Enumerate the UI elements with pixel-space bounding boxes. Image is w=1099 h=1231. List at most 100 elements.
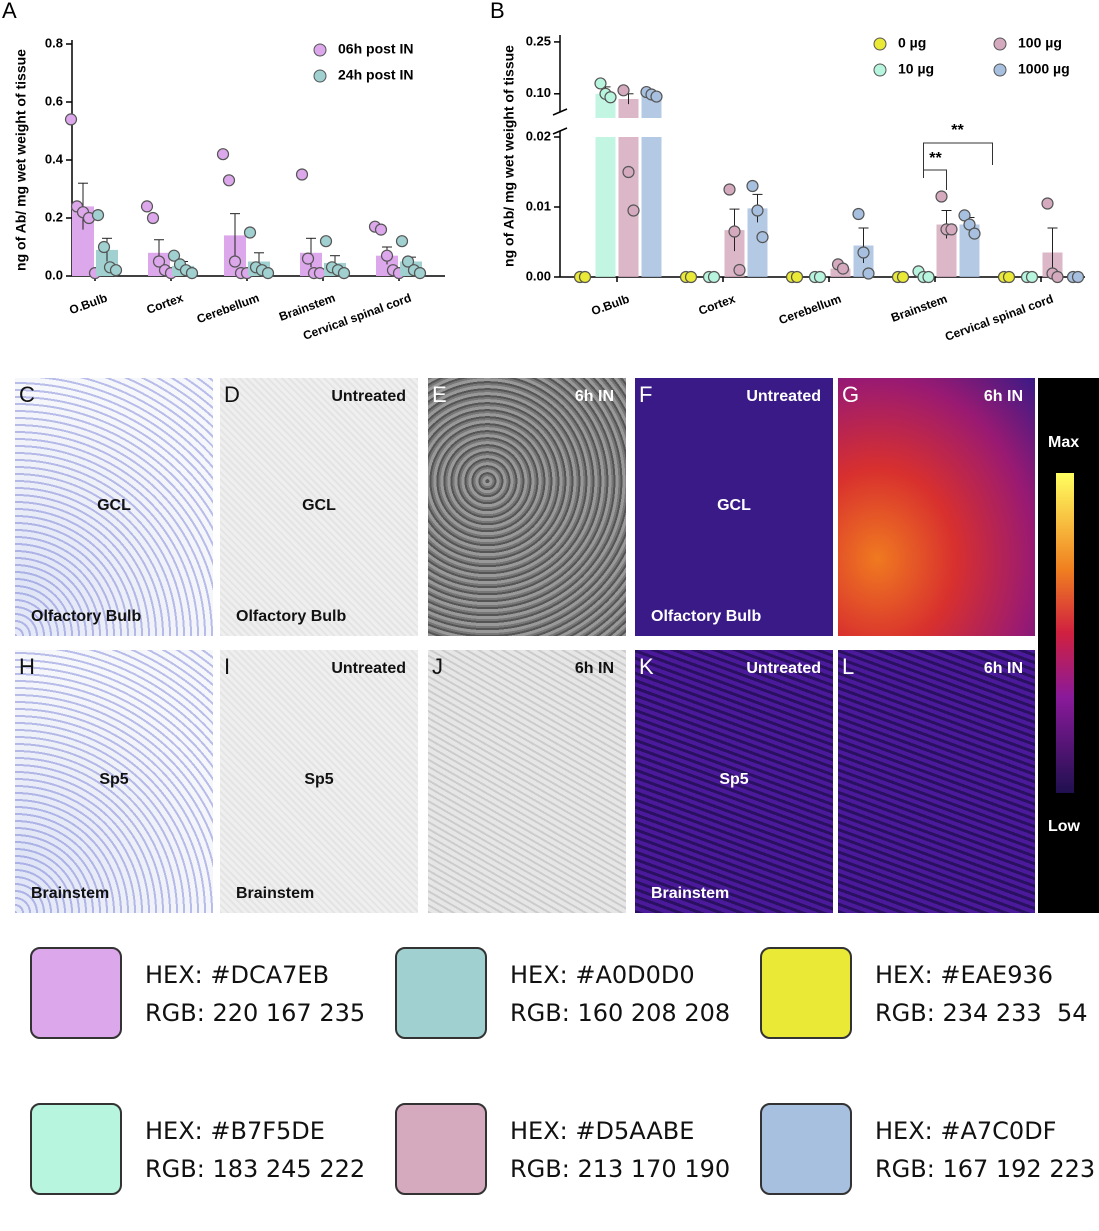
data-point	[857, 246, 870, 259]
data-point	[707, 270, 721, 284]
micrograph: L 6h IN	[838, 650, 1035, 913]
micrograph: F Untreated GCL Olfactory Bulb	[635, 378, 833, 636]
panel-letter: B	[490, 0, 505, 23]
data-point	[751, 204, 764, 217]
y-tick-label: 0.8	[45, 35, 63, 50]
data-point	[185, 267, 199, 280]
panel-center: Sp5	[719, 770, 749, 788]
panel-center: GCL	[97, 496, 131, 514]
data-point	[1002, 270, 1016, 284]
panel-letter: D	[224, 382, 240, 407]
data-point	[374, 223, 388, 236]
data-point	[756, 231, 769, 244]
data-point	[922, 270, 935, 284]
swatch-hex: HEX: #B7F5DE	[145, 1117, 325, 1145]
x-tick-label: Brainstem	[889, 292, 949, 325]
bar	[936, 224, 957, 277]
panel-region: Brainstem	[31, 885, 110, 902]
panel-letter: E	[432, 382, 447, 407]
data-point	[146, 211, 160, 225]
data-point	[968, 227, 981, 240]
panel-letter: J	[432, 654, 443, 679]
swatch	[395, 1103, 487, 1195]
panel-letter: I	[224, 654, 231, 679]
colorbar: Max Low	[1038, 378, 1099, 913]
data-point	[216, 148, 230, 161]
bar-upper	[618, 98, 639, 118]
swatch	[760, 947, 852, 1039]
panel-letter: L	[842, 654, 855, 679]
annotation: **	[929, 150, 942, 167]
legend-label: 1000 µg	[1018, 61, 1070, 77]
micrograph: K Untreated Sp5 Brainstem	[635, 650, 833, 913]
data-point	[958, 209, 971, 222]
panel-tag: 6h IN	[983, 388, 1023, 405]
panel-center: GCL	[717, 496, 751, 514]
panel-letter: K	[639, 654, 654, 679]
charts: Ang of Ab/ mg wet weight of tissue 0.0 0.2…	[2, 0, 1085, 344]
x-tick-label: Cervical spinal cord	[943, 292, 1055, 344]
data-point	[622, 165, 635, 179]
panel-letter: G	[842, 382, 860, 407]
y-tick-label: 0.10	[526, 85, 551, 100]
micrograph: J 6h IN	[428, 650, 626, 913]
panel-tag: 6h IN	[983, 660, 1023, 677]
panel-center: Sp5	[304, 770, 334, 788]
legend-label: 10 µg	[898, 61, 934, 77]
data-point	[152, 255, 166, 268]
data-point	[813, 270, 827, 284]
panel-region: Olfactory Bulb	[651, 608, 762, 625]
swatch	[30, 1103, 122, 1195]
panel-tag: 6h IN	[574, 388, 614, 405]
x-tick-label: O.Bulb	[589, 292, 631, 319]
data-point	[1025, 270, 1039, 284]
micrograph: E 6h IN	[428, 378, 626, 636]
panel-tag: 6h IN	[574, 660, 614, 677]
data-point	[650, 90, 663, 103]
y-tick-label: 0.25	[526, 33, 551, 48]
data-point	[1041, 197, 1054, 210]
data-point	[313, 267, 327, 280]
x-tick-label: Cortex	[145, 291, 186, 317]
data-point	[746, 179, 759, 193]
y-tick-label: 0.2	[45, 209, 63, 224]
y-tick-label: 0.01	[526, 198, 551, 213]
panel-region: Brainstem	[236, 885, 315, 902]
y-tick-label: 0.00	[526, 268, 551, 283]
legend-label: 24h post IN	[338, 67, 413, 83]
panel-letter: H	[19, 654, 35, 679]
bar	[595, 137, 616, 277]
legend-marker	[313, 69, 327, 83]
panel-tag: Untreated	[746, 660, 821, 677]
swatch-hex: HEX: #EAE936	[875, 961, 1054, 989]
annotation: **	[951, 122, 964, 139]
panel-region: Olfactory Bulb	[236, 608, 347, 625]
data-point	[301, 252, 315, 265]
data-point	[862, 267, 875, 280]
x-tick-label: Cortex	[697, 292, 738, 318]
y-axis-label: ng of Ab/ mg wet weight of tissue	[501, 45, 517, 267]
data-point	[723, 183, 736, 196]
y-tick-label: 0.6	[45, 93, 63, 108]
swatch	[760, 1103, 852, 1195]
data-point	[380, 249, 394, 262]
colorbar-min: Low	[1048, 818, 1080, 835]
data-point	[413, 267, 427, 280]
legend-marker	[313, 43, 327, 57]
panel-tag: Untreated	[331, 388, 406, 405]
micrograph: D Untreated GCL Olfactory Bulb	[220, 378, 418, 636]
x-tick-label: Cerebellum	[195, 291, 261, 327]
data-point	[91, 209, 105, 222]
data-point	[109, 264, 123, 277]
swatch	[395, 947, 487, 1039]
data-point	[790, 270, 804, 284]
data-point	[594, 77, 607, 90]
data-point	[222, 174, 236, 187]
swatch-hex: HEX: #A7C0DF	[875, 1117, 1057, 1145]
bracket	[923, 169, 947, 190]
legend-label: 0 µg	[898, 35, 926, 51]
data-point	[728, 225, 741, 238]
micrograph: G 6h IN	[838, 378, 1035, 636]
data-point	[401, 255, 415, 268]
data-point	[684, 270, 698, 284]
